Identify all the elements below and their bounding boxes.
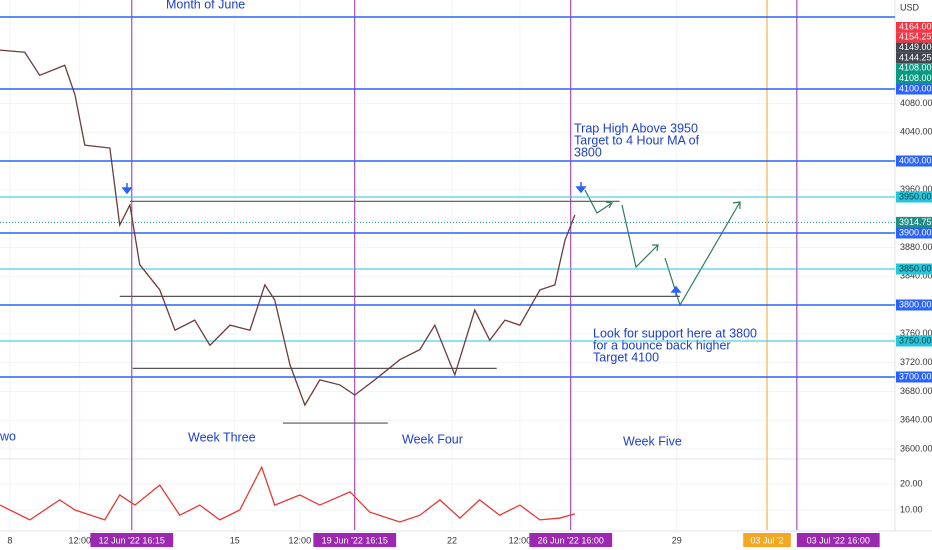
level-label: 3700.00 bbox=[899, 371, 932, 381]
x-tick-label: 12:00 bbox=[509, 535, 532, 545]
level-label-box bbox=[896, 155, 932, 167]
y-tick-label: 3760.00 bbox=[900, 328, 932, 338]
y-tick-label: 3840.00 bbox=[900, 271, 932, 281]
week-label: Week Five bbox=[623, 434, 682, 448]
grid-layer bbox=[0, 0, 895, 530]
quote-box bbox=[896, 63, 932, 74]
level-label-box bbox=[896, 371, 932, 383]
level-label: 4100.00 bbox=[899, 83, 932, 93]
level-label-box bbox=[896, 227, 932, 239]
currency: USD bbox=[900, 2, 920, 12]
level-label-box bbox=[896, 191, 932, 203]
y-tick-label: 3640.00 bbox=[900, 415, 932, 425]
y-tick-label: 4040.00 bbox=[900, 127, 932, 137]
x-tick-label: 12:00 bbox=[289, 535, 312, 545]
quote-box bbox=[896, 73, 932, 84]
level-label-box bbox=[896, 216, 932, 228]
x-tick-box bbox=[743, 533, 791, 547]
x-tick-box bbox=[529, 533, 613, 547]
quote-box bbox=[896, 52, 932, 64]
x-tick-label: 22 bbox=[447, 535, 457, 545]
price-line bbox=[0, 49, 576, 407]
quote-label: 4108.00 bbox=[899, 63, 932, 73]
y-tick-label: 3880.00 bbox=[900, 242, 932, 252]
level-label: 4000.00 bbox=[899, 155, 932, 165]
level-label: 3750.00 bbox=[899, 335, 932, 345]
y-tick-label: 3680.00 bbox=[900, 386, 932, 396]
week-label: wo bbox=[0, 429, 16, 443]
annotation: Target to 4 Hour MA of bbox=[574, 133, 700, 147]
level-label: 3914.75 bbox=[899, 217, 932, 227]
indicator-line bbox=[0, 465, 576, 523]
level-label: 3800.00 bbox=[899, 299, 932, 309]
x-tick-label: 03 Jul '22 16:00 bbox=[807, 535, 870, 545]
x-tick-label: 03 Jul '2 bbox=[750, 535, 783, 545]
quote-label: 4144.25 bbox=[899, 52, 932, 62]
x-tick-label: 15 bbox=[230, 535, 240, 545]
annotation: Target 4100 bbox=[593, 350, 659, 364]
x-tick-box bbox=[313, 533, 397, 547]
level-label: 3950.00 bbox=[899, 191, 932, 201]
quote-box bbox=[896, 32, 932, 43]
level-label: 3900.00 bbox=[899, 227, 932, 237]
quote-label: 4164.00 bbox=[899, 21, 932, 31]
quote-label: 4108.00 bbox=[899, 73, 932, 83]
y-tick-label: 3600.00 bbox=[900, 443, 932, 453]
y-tick-label: 4080.00 bbox=[900, 98, 932, 108]
level-label-box bbox=[896, 335, 932, 347]
x-tick-label: 12 Jun '22 16:15 bbox=[99, 535, 165, 545]
x-tick-label: 12:00 bbox=[68, 535, 91, 545]
level-label-box bbox=[896, 299, 932, 311]
x-tick-box bbox=[90, 533, 174, 547]
annotation: Look for support here at 3800 bbox=[593, 326, 757, 340]
quote-label: 4149.00 bbox=[899, 42, 932, 52]
marker-arrows bbox=[121, 182, 682, 297]
level-label-box bbox=[896, 263, 932, 275]
level-label: 3850.00 bbox=[899, 263, 932, 273]
y-tick-label: 3720.00 bbox=[900, 357, 932, 367]
x-tick-label: 19 Jun '22 16:15 bbox=[322, 535, 388, 545]
chart-title: Month of June bbox=[166, 0, 245, 11]
y-tick-label: 3960.00 bbox=[900, 184, 932, 194]
annotation: 3800 bbox=[574, 145, 602, 159]
quote-box bbox=[896, 42, 932, 53]
quote-label: 4154.25 bbox=[899, 32, 932, 42]
y2-tick-label: 10.00 bbox=[900, 504, 923, 514]
y2-tick-label: 20.00 bbox=[900, 478, 923, 488]
x-tick-box bbox=[796, 533, 880, 547]
level-label-box bbox=[896, 83, 932, 95]
x-tick-label: 29 bbox=[672, 535, 682, 545]
annotation: for a bounce back higher bbox=[593, 338, 731, 352]
week-label: Week Three bbox=[188, 430, 256, 444]
quote-box bbox=[896, 22, 932, 33]
annotation: Trap High Above 3950 bbox=[574, 121, 698, 135]
x-tick-label: 26 Jun '22 16:00 bbox=[538, 535, 604, 545]
x-tick-label: 8 bbox=[7, 535, 12, 545]
week-label: Week Four bbox=[402, 432, 463, 446]
